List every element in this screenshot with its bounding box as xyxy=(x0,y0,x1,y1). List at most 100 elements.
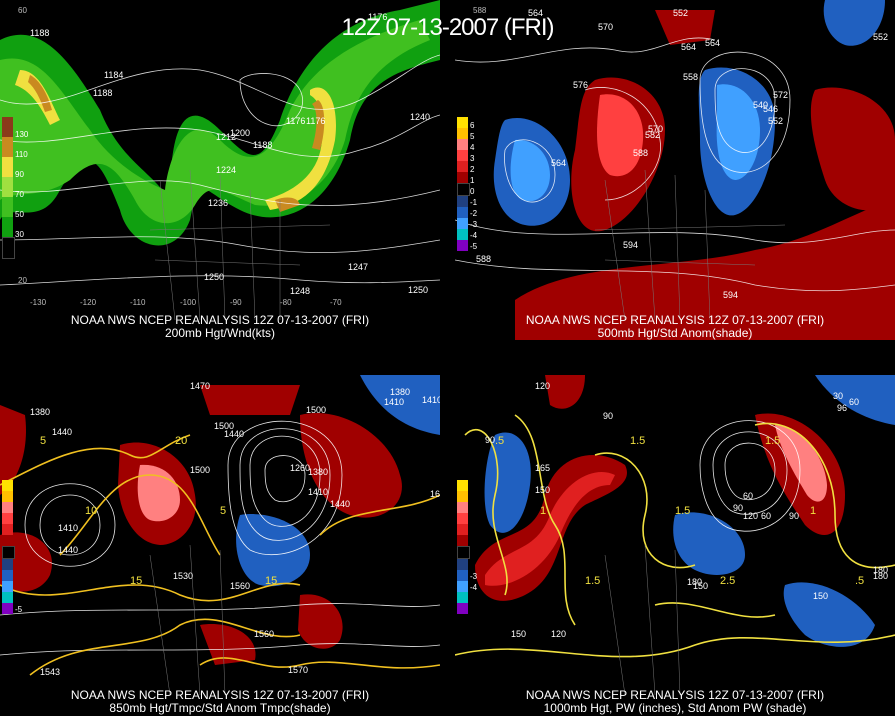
contour-value-label: 1648 xyxy=(430,489,440,499)
contour-value-label: 594 xyxy=(623,240,639,250)
contour-value-label: 1250 xyxy=(408,285,429,295)
anomaly-positive xyxy=(545,375,585,409)
anomaly-positive-core xyxy=(775,425,827,502)
legend-label: -5 xyxy=(15,605,23,614)
anomaly-positive xyxy=(200,385,300,415)
contour-isoline-label: 1 xyxy=(810,505,817,517)
contour-value-label: 1470 xyxy=(190,381,211,391)
panel-200mb: 130 110 90 70 50 30 1188 1176 1184 1188 1212 1200 1… xyxy=(0,0,440,340)
contour-value-label: 588 xyxy=(476,254,492,264)
anomaly-negative xyxy=(360,375,440,435)
legend-swatch xyxy=(457,161,468,172)
legend-label: -4 xyxy=(470,231,478,240)
contour-value-label: 1440 xyxy=(58,545,79,555)
legend-swatch xyxy=(457,196,468,207)
legend-swatch xyxy=(2,502,13,513)
contour-value-label: 60 xyxy=(849,397,860,407)
caption-line2: 500mb Hgt/Std Anom(shade) xyxy=(597,326,753,340)
anomaly-positive xyxy=(810,87,895,211)
contour-value-label: 120 xyxy=(743,511,759,521)
contour-value-label: 552 xyxy=(768,116,784,126)
axis-tick-label: 60 xyxy=(18,6,27,15)
legend-swatch xyxy=(2,603,13,614)
contour-value-label: 165 xyxy=(535,463,551,473)
anomaly-positive xyxy=(0,405,26,495)
legend-swatch xyxy=(2,217,13,237)
legend-swatch xyxy=(457,570,468,581)
contour-value-label: 90 xyxy=(603,411,614,421)
panel-500mb: 6 5 4 3 2 1 0 -1 -2 -3 -4 -5 564 552 570 564 558 564 552 5… xyxy=(455,0,895,340)
legend-label: 5 xyxy=(470,132,475,141)
legend-label: -3 xyxy=(470,220,478,229)
axis-tick-label: 588 xyxy=(473,6,487,15)
contour-value-label: 564 xyxy=(551,158,567,168)
contour-value-label: 1543 xyxy=(40,667,61,677)
legend-swatch xyxy=(2,570,13,581)
legend-label: 90 xyxy=(15,170,24,179)
axis-tick-label: -120 xyxy=(80,298,97,307)
legend-label: -5 xyxy=(470,242,478,251)
legend-swatch xyxy=(457,218,468,229)
contour-value-label: 1212 xyxy=(216,132,237,142)
contour-value-label: 90 xyxy=(789,511,800,521)
contour-isoline-label: 20 xyxy=(175,435,188,447)
caption-line1: NOAA NWS NCEP REANALYSIS 12Z 07-13-2007 … xyxy=(70,688,370,702)
legend-swatch xyxy=(2,237,15,259)
legend-label: 30 xyxy=(15,230,24,239)
contour-value-label: 546 xyxy=(763,104,779,114)
anomaly-negative xyxy=(783,582,875,647)
legend-label: 0 xyxy=(470,187,475,196)
legend-swatch xyxy=(457,524,468,535)
contour-value-label: 576 xyxy=(573,80,589,90)
contour-value-label: 540 xyxy=(753,100,769,110)
contour-value-label: 1380 xyxy=(30,407,51,417)
legend-swatch xyxy=(2,559,13,570)
legend-label: 3 xyxy=(470,154,475,163)
contour-value-label: 1570 xyxy=(288,665,309,675)
legend-swatch xyxy=(457,592,468,603)
contour-isoline-label: 15 xyxy=(265,575,278,587)
legend-1000mb: -3 -4 xyxy=(457,480,477,614)
contour-value-label: 582 xyxy=(645,130,661,140)
contour-value-label: 1188 xyxy=(253,140,273,150)
contour-value-label: 1410 xyxy=(58,523,79,533)
legend-swatch xyxy=(457,581,468,592)
axis-tick-label: 20 xyxy=(18,276,27,285)
contour-value-label: 1240 xyxy=(410,112,431,122)
contour-value-label: 1250 xyxy=(204,272,225,282)
contour-isoline-label: 5 xyxy=(40,435,47,447)
contour-isoline-label: 2.5 xyxy=(720,575,736,587)
contour-value-label: 90 xyxy=(485,435,496,445)
contour-isoline-label: 1.5 xyxy=(675,505,691,517)
legend-label: 110 xyxy=(15,150,28,159)
panel-850mb: -5 1470 1380 1440 1500 1380 1410 1500 1410 1440 1… xyxy=(0,375,440,715)
contour-value-label: 1176 xyxy=(306,116,326,126)
contour-isoline-label: 1.5 xyxy=(630,435,646,447)
contour-value-label: 564 xyxy=(528,8,544,18)
contour-value-label: 1248 xyxy=(290,286,311,296)
contour-value-label: 180 xyxy=(687,577,703,587)
caption-line1: NOAA NWS NCEP REANALYSIS 12Z 07-13-2007 … xyxy=(70,313,370,327)
caption-line1: NOAA NWS NCEP REANALYSIS 12Z 07-13-2007 … xyxy=(525,688,825,702)
legend-label: 2 xyxy=(470,165,475,174)
anomaly-positive xyxy=(655,10,715,45)
contour-value-label: 552 xyxy=(873,32,889,42)
contour-value-label: 1224 xyxy=(216,165,237,175)
contour-isoline-label: 15 xyxy=(130,575,143,587)
contour-value-label: 1560 xyxy=(230,581,251,591)
contour-value-label: 60 xyxy=(743,491,754,501)
contour-value-label: 60 xyxy=(761,511,772,521)
legend-label: -1 xyxy=(470,198,478,207)
legend-swatch xyxy=(457,513,468,524)
contour-value-label: 1530 xyxy=(173,571,194,581)
legend-swatch xyxy=(2,157,13,177)
legend-200mb: 130 110 90 70 50 30 xyxy=(2,117,28,259)
contour-value-label: 180 xyxy=(873,571,889,581)
contour-value-label: 96 xyxy=(837,403,848,413)
legend-swatch xyxy=(2,535,13,546)
contour-value-label: 30 xyxy=(833,391,844,401)
legend-swatch xyxy=(457,603,468,614)
legend-label: 6 xyxy=(470,121,475,130)
contour-value-label: 1500 xyxy=(306,405,327,415)
contour-value-label: 1410 xyxy=(384,397,405,407)
